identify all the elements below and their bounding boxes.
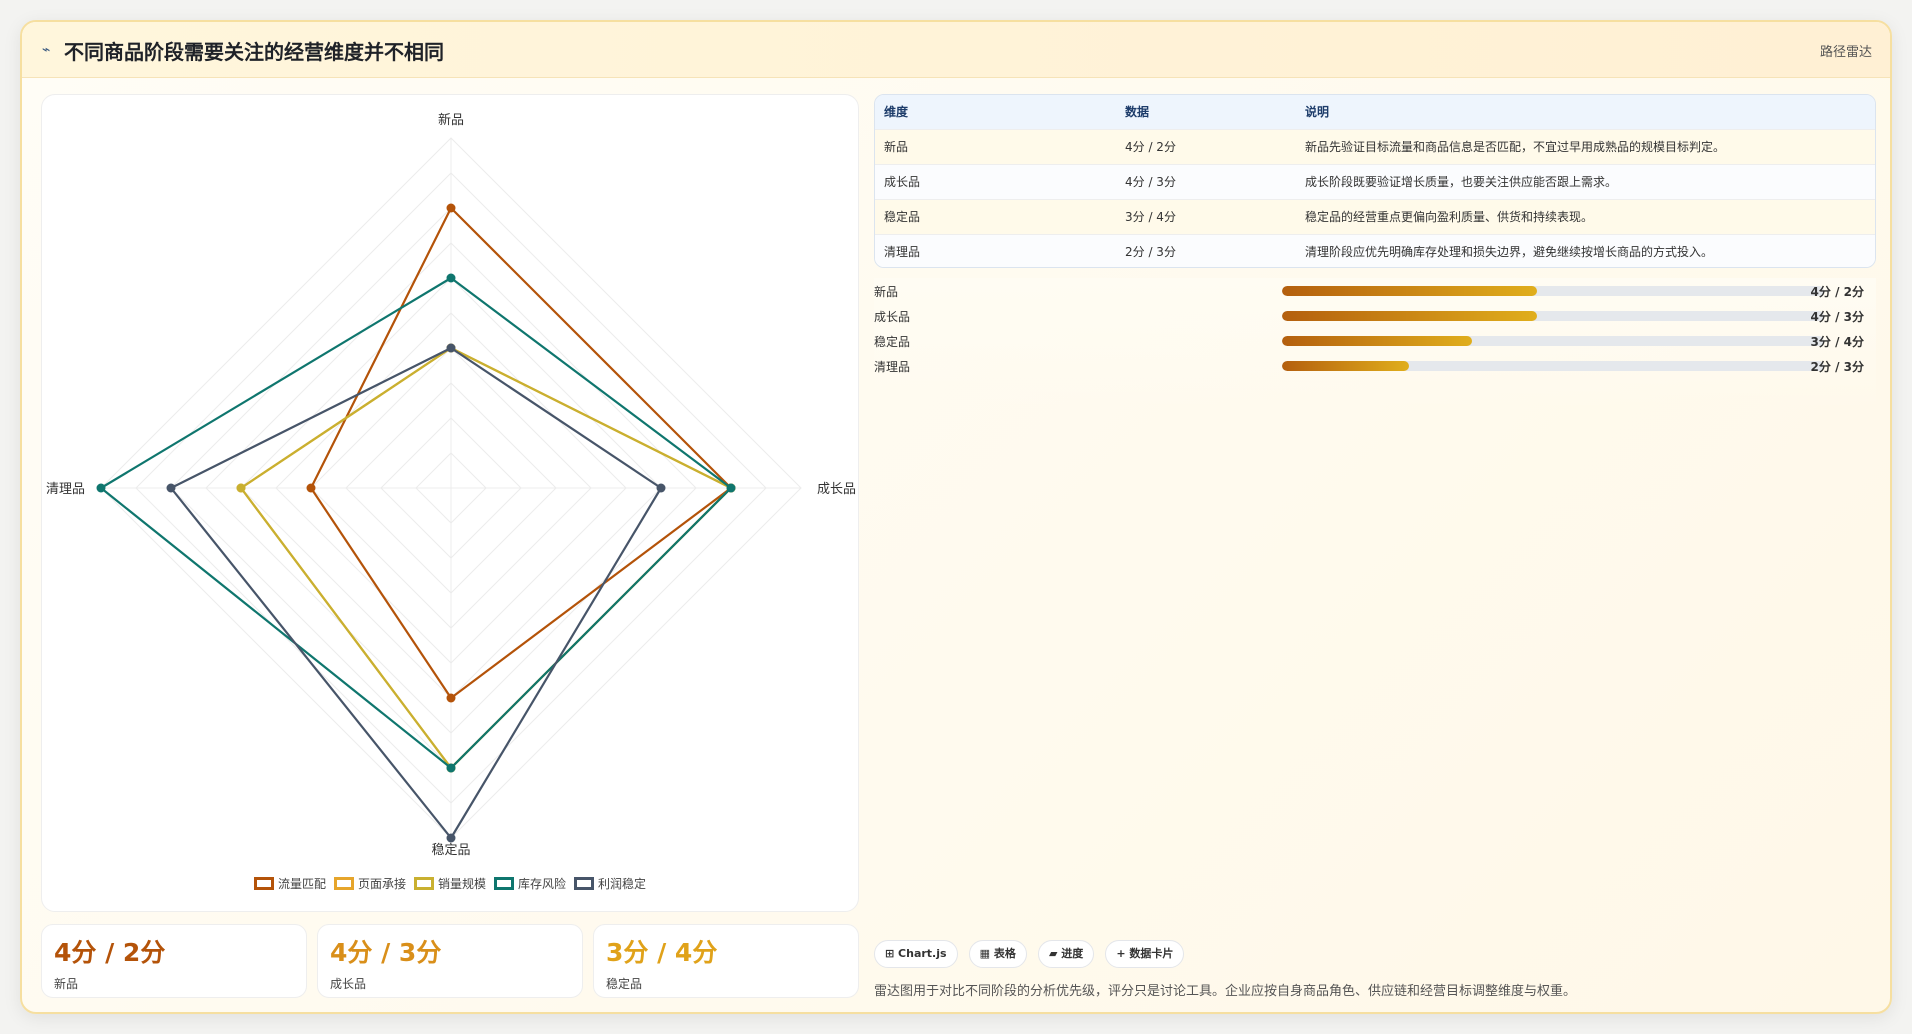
stat-card: 4分 / 3分 成长品 <box>317 924 583 998</box>
dashboard-card: ⌁ 不同商品阶段需要关注的经营维度并不相同 路径雷达 新品 成长品 稳定品 清理品 流… <box>20 20 1892 1014</box>
stat-value: 4分 / 2分 <box>54 938 166 967</box>
cell-description: 新品先验证目标流量和商品信息是否匹配，不宜过早用成熟品的规模目标判定。 <box>1305 140 1726 154</box>
cell-value: 4分 / 2分 <box>1125 140 1176 154</box>
progress-row: 成长品 4分 / 3分 <box>874 305 1876 325</box>
chip-table[interactable]: ▦ 表格 <box>968 940 1027 968</box>
stat-value: 3分 / 4分 <box>606 938 718 967</box>
series-point <box>726 483 736 493</box>
progress-list: 新品 4分 / 2分 成长品 4分 / 3分 稳定品 3分 / 4分 清理品 2… <box>874 278 1876 408</box>
stat-value: 4分 / 3分 <box>330 938 442 967</box>
stat-label: 稳定品 <box>606 977 643 991</box>
series-point <box>446 763 456 773</box>
progress-row: 新品 4分 / 2分 <box>874 280 1876 300</box>
cell-dimension: 成长品 <box>884 175 921 189</box>
progress-label: 清理品 <box>874 360 911 374</box>
chip-progress[interactable]: ▰ 进度 <box>1037 940 1095 968</box>
table-row: 稳定品 3分 / 4分 稳定品的经营重点更偏向盈利质量、供货和持续表现。 <box>875 199 1875 234</box>
series-point <box>306 483 316 493</box>
progress-track <box>1282 286 1824 296</box>
header-description: 说明 <box>1305 105 1330 120</box>
legend-label: 流量匹配 <box>277 877 326 891</box>
legend-swatch <box>333 877 354 890</box>
progress-value: 3分 / 4分 <box>1810 335 1864 349</box>
progress-value: 4分 / 2分 <box>1810 285 1864 299</box>
series-point <box>446 833 456 843</box>
legend-swatch <box>574 877 595 890</box>
series-point <box>656 483 666 493</box>
series-point <box>446 203 456 213</box>
axis-label: 成长品 <box>817 482 856 497</box>
series-point <box>446 343 456 353</box>
table-row: 成长品 4分 / 3分 成长阶段既要验证增长质量，也要关注供应能否跟上需求。 <box>875 164 1875 199</box>
stat-label: 新品 <box>54 977 79 991</box>
stat-label: 成长品 <box>330 977 367 991</box>
progress-value: 4分 / 3分 <box>1810 310 1864 324</box>
progress-label: 成长品 <box>874 310 911 324</box>
axis-label: 稳定品 <box>431 842 470 858</box>
legend-item[interactable]: 流量匹配 <box>253 875 326 892</box>
page-title: 不同商品阶段需要关注的经营维度并不相同 <box>64 40 444 64</box>
chart-type-badge: 路径雷达 <box>1819 45 1872 60</box>
legend-swatch <box>413 877 434 890</box>
legend-item[interactable]: 销量规模 <box>413 875 486 892</box>
progress-label: 稳定品 <box>874 335 911 349</box>
progress-track <box>1282 311 1824 321</box>
cell-dimension: 新品 <box>884 140 909 154</box>
progress-label: 新品 <box>874 285 899 299</box>
footnote: 雷达图用于对比不同阶段的分析优先级，评分只是讨论工具。企业应按自身商品角色、供应… <box>874 984 1577 999</box>
card-header: ⌁ 不同商品阶段需要关注的经营维度并不相同 路径雷达 <box>22 22 1890 78</box>
progress-fill <box>1282 361 1410 371</box>
stat-card: 4分 / 2分 新品 <box>41 924 307 998</box>
data-table: 维度 数据 说明 新品 4分 / 2分 新品先验证目标流量和商品信息是否匹配，不… <box>874 94 1876 268</box>
table-header-row: 维度 数据 说明 <box>875 95 1875 129</box>
cell-value: 3分 / 4分 <box>1125 210 1176 224</box>
series-point <box>446 693 456 703</box>
legend-label: 利润稳定 <box>598 877 647 891</box>
progress-value: 2分 / 3分 <box>1810 360 1864 374</box>
cell-dimension: 清理品 <box>884 245 921 260</box>
progress-fill <box>1282 311 1537 321</box>
axis-label: 新品 <box>438 112 464 128</box>
cell-description: 清理阶段应优先明确库存处理和损失边界，避免继续按增长商品的方式投入。 <box>1305 245 1714 260</box>
series-point <box>236 483 246 493</box>
progress-row: 清理品 2分 / 3分 <box>874 355 1876 375</box>
progress-track <box>1282 361 1824 371</box>
cell-description: 成长阶段既要验证增长质量，也要关注供应能否跟上需求。 <box>1305 175 1618 189</box>
cell-value: 4分 / 3分 <box>1125 175 1176 189</box>
chip-chartjs[interactable]: ⊞ Chart.js <box>874 940 958 968</box>
cell-description: 稳定品的经营重点更偏向盈利质量、供货和持续表现。 <box>1305 210 1594 224</box>
cell-value: 2分 / 3分 <box>1125 245 1176 260</box>
legend-item[interactable]: 页面承接 <box>333 875 406 892</box>
axis-label: 清理品 <box>46 482 85 497</box>
series-point <box>446 273 456 283</box>
legend-swatch <box>253 877 274 890</box>
progress-row: 稳定品 3分 / 4分 <box>874 330 1876 350</box>
legend-label: 库存风险 <box>518 877 567 891</box>
series-point <box>166 483 176 493</box>
radar-chart-panel: 新品成长品稳定品 清理品 流量匹配 页面承接 销量规模 库存风险 利润稳定 <box>41 94 859 912</box>
legend-item[interactable]: 利润稳定 <box>574 875 646 892</box>
chip-data-card[interactable]: + 数据卡片 <box>1105 940 1185 968</box>
feature-chips: ⊞ Chart.js ▦ 表格 ▰ 进度 + 数据卡片 <box>874 940 1190 968</box>
legend-label: 销量规模 <box>437 877 486 891</box>
progress-fill <box>1282 336 1472 346</box>
cell-dimension: 稳定品 <box>884 210 921 224</box>
header-dimension: 维度 <box>884 105 909 120</box>
stat-card: 3分 / 4分 稳定品 <box>593 924 859 998</box>
trend-icon: ⌁ <box>42 42 51 58</box>
legend-label: 页面承接 <box>357 877 406 891</box>
table-row: 清理品 2分 / 3分 清理阶段应优先明确库存处理和损失边界，避免继续按增长商品… <box>875 234 1875 267</box>
legend-item[interactable]: 库存风险 <box>494 875 566 892</box>
legend-swatch <box>494 877 514 890</box>
series-point <box>96 483 106 493</box>
progress-fill <box>1282 286 1537 296</box>
header-data: 数据 <box>1125 105 1150 120</box>
progress-track <box>1282 336 1824 346</box>
chart-legend: 流量匹配 页面承接 销量规模 库存风险 利润稳定 <box>42 875 858 892</box>
table-row: 新品 4分 / 2分 新品先验证目标流量和商品信息是否匹配，不宜过早用成熟品的规… <box>875 129 1875 164</box>
